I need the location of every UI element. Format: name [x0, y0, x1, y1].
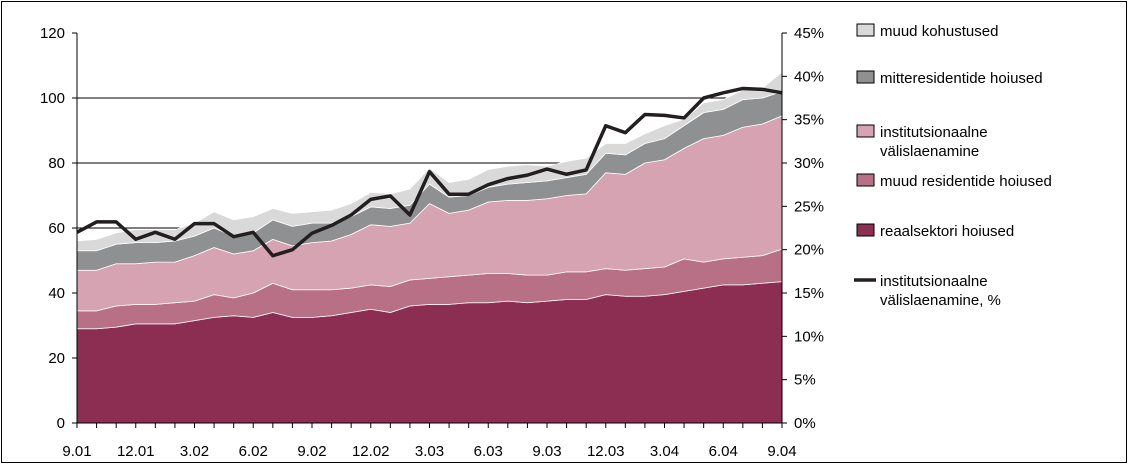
legend-swatch	[856, 124, 875, 138]
right-tick-label: 10%	[794, 328, 824, 345]
left-tick-label: 120	[40, 25, 65, 42]
legend: muud kohustused mitteresidentide hoiused i…	[854, 23, 1052, 309]
left-tick-label: 60	[48, 220, 65, 237]
legend-label-line: institutsionaalne	[880, 124, 988, 141]
right-tick-label: 30%	[794, 155, 824, 172]
right-tick-label: 25%	[794, 198, 824, 215]
stacked-areas	[76, 71, 783, 424]
right-tick-label: 40%	[794, 68, 824, 85]
x-tick-label: 6.02	[239, 443, 268, 460]
legend-label: muud residentide hoiused	[880, 173, 1052, 190]
x-tick-label: 6.03	[474, 443, 503, 460]
percentage-line	[76, 86, 783, 258]
x-tick-label: 9.02	[297, 443, 326, 460]
legend-swatch	[856, 23, 875, 37]
x-tick-label: 3.03	[415, 443, 444, 460]
x-tick-label: 6.04	[709, 443, 738, 460]
right-tick-label: 5%	[794, 372, 816, 389]
x-tick-label: 3.04	[650, 443, 679, 460]
legend-label: mitteresidentide hoiused	[880, 70, 1043, 87]
x-tick-label: 12.03	[587, 443, 625, 460]
right-tick-label: 0%	[794, 415, 816, 432]
right-tick-label: 20%	[794, 242, 824, 259]
legend-swatch	[856, 70, 875, 84]
legend-swatch	[856, 223, 875, 237]
x-tick-label: 9.03	[532, 443, 561, 460]
legend-label: reaalsektori hoiused	[880, 223, 1014, 240]
x-tick-label: 9.01	[62, 443, 91, 460]
right-tick-label: 45%	[794, 25, 824, 42]
legend-label-line: välislaenamine, %	[880, 292, 1001, 309]
x-tick-label: 12.02	[352, 443, 390, 460]
left-tick-label: 100	[40, 90, 65, 107]
left-tick-label: 80	[48, 155, 65, 172]
legend-label: institutsionaalne välislaenamine, %	[880, 273, 1001, 309]
right-tick-label: 15%	[794, 285, 824, 302]
x-tick-label: 3.02	[180, 443, 209, 460]
legend-label-line: institutsionaalne	[880, 273, 988, 290]
left-tick-label: 20	[48, 350, 65, 367]
legend-label: muud kohustused	[880, 23, 998, 40]
x-tick-label: 9.04	[767, 443, 796, 460]
legend-label-line: mitteresidentide hoiused	[880, 70, 1043, 87]
line-series	[76, 86, 783, 258]
legend-swatch	[856, 173, 875, 187]
left-tick-label: 40	[48, 285, 65, 302]
legend-label-line: muud residentide hoiused	[880, 173, 1052, 190]
x-tick-label: 12.01	[117, 443, 155, 460]
right-tick-label: 35%	[794, 112, 824, 129]
axes: 0 20 40 60 80 100 120 0% 5% 10% 15% 20% 25% 30% 35% 40%…	[40, 25, 824, 460]
legend-label-line: reaalsektori hoiused	[880, 223, 1014, 240]
legend-label: institutsionaalne välislaenamine	[880, 124, 988, 160]
legend-label-line: välislaenamine	[880, 143, 979, 160]
legend-label-line: muud kohustused	[880, 23, 998, 40]
left-tick-label: 0	[57, 415, 65, 432]
